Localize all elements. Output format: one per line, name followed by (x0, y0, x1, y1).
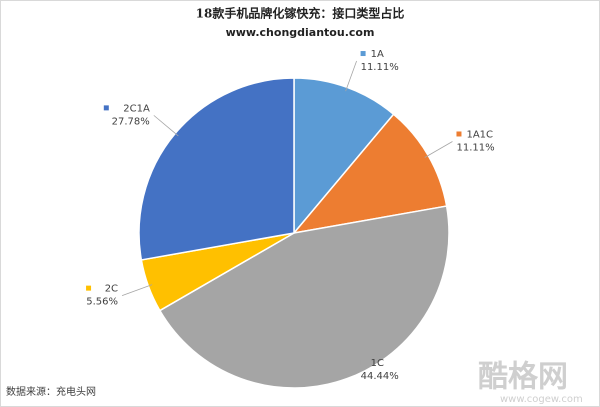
slice-name: 1A (371, 49, 384, 60)
leader-line (121, 284, 153, 297)
watermark-url: www.cogew.com (500, 394, 583, 405)
legend-swatch (86, 285, 92, 291)
leader-line (345, 369, 357, 376)
pie-slice (158, 205, 450, 389)
slice-label: 11.11% (361, 62, 399, 73)
slice-name: 1C (371, 358, 384, 369)
chart-subtitle: www.chongdiantou.com (226, 26, 375, 39)
legend-swatch (360, 360, 366, 365)
slice-label: 44.44% (361, 371, 399, 382)
slice-label: 11.11% (456, 142, 494, 153)
leader-line (153, 115, 179, 137)
legend-swatch (360, 51, 366, 57)
legend-swatch (456, 131, 462, 137)
leader-line (345, 60, 357, 92)
chart-title: 18款手机品牌化镓快充：接口类型占比 (196, 6, 405, 21)
slice-name: 1A1C (466, 129, 493, 140)
legend-swatch (103, 105, 109, 111)
watermark: 酷格网 (478, 360, 568, 395)
source: 数据来源：充电头网 (6, 385, 96, 398)
slice-name: 2C (105, 284, 118, 295)
leader-line (424, 141, 453, 158)
slice-name: 2C1A (123, 103, 150, 114)
slice-label: 27.78% (112, 116, 150, 127)
slice-label: 5.56% (86, 297, 118, 308)
